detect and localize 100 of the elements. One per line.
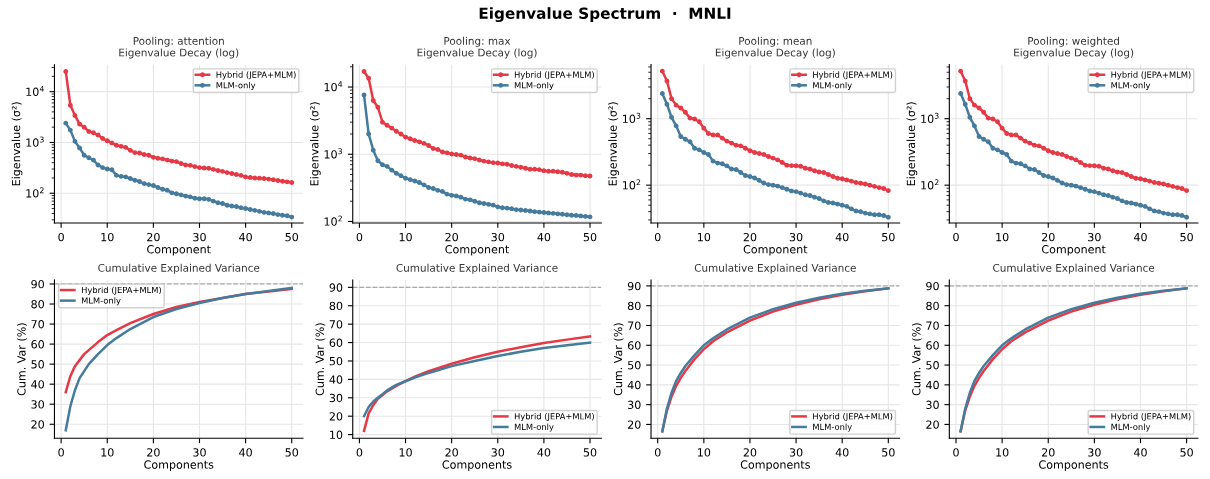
y-tick-label: 70	[329, 320, 343, 329]
point	[664, 78, 670, 84]
point	[412, 178, 418, 184]
point	[1142, 177, 1148, 183]
x-tick-label: 20	[147, 232, 160, 242]
point	[1184, 214, 1190, 220]
y-tick-label: 10$^{4}$	[324, 81, 343, 92]
point	[430, 186, 436, 191]
point	[1008, 158, 1014, 164]
point	[380, 119, 385, 125]
x-axis-title: Component	[445, 245, 510, 256]
x-tick-label: 10	[996, 232, 1009, 242]
legend-label: MLM-only	[1111, 423, 1151, 432]
point	[835, 175, 841, 181]
point	[669, 96, 674, 102]
point	[990, 145, 996, 151]
legend-label: MLM-only	[813, 423, 852, 432]
point	[1073, 183, 1079, 189]
legend-label: Hybrid (JEPA+MLM)	[514, 412, 594, 422]
point	[280, 212, 285, 218]
point	[1041, 173, 1047, 178]
y-axis-title: Cum. Var (%)	[911, 323, 922, 396]
point	[853, 208, 859, 214]
x-tick-label: 20	[445, 448, 458, 457]
x-tick-label: 30	[1088, 232, 1101, 242]
x-tick-label: 50	[1180, 448, 1193, 457]
point	[1142, 203, 1148, 209]
point	[578, 172, 584, 178]
point	[1008, 132, 1014, 138]
point	[807, 193, 813, 198]
point	[104, 138, 110, 144]
legend-label: Hybrid (JEPA+MLM)	[81, 286, 161, 295]
point	[220, 168, 225, 174]
point	[1124, 172, 1130, 177]
point	[127, 176, 133, 181]
point	[724, 163, 730, 169]
y-tick-label: 90	[926, 281, 939, 291]
point	[407, 177, 413, 183]
x-tick-label: 20	[147, 448, 160, 457]
point	[284, 179, 290, 185]
point	[440, 188, 445, 194]
point	[564, 170, 570, 176]
point	[1022, 138, 1028, 144]
x-tick-label: 40	[835, 232, 849, 242]
point	[761, 180, 767, 186]
point	[467, 197, 473, 203]
point	[178, 161, 184, 166]
point	[550, 168, 556, 174]
point	[463, 154, 468, 160]
point	[86, 155, 92, 161]
chart-title: Pooling: max	[444, 36, 511, 47]
text: Eigenvalue Spectrum · MNLI	[479, 7, 731, 23]
point	[389, 167, 395, 173]
point	[812, 168, 817, 174]
point	[63, 120, 69, 126]
x-tick-label: 0	[58, 232, 64, 242]
point	[257, 175, 262, 181]
x-tick-label: 40	[239, 448, 252, 457]
point	[266, 176, 272, 182]
point	[999, 150, 1005, 155]
chart-subtitle: Eigenvalue Decay (log)	[1014, 48, 1134, 59]
point	[1151, 179, 1157, 185]
point	[1091, 189, 1097, 195]
point	[453, 152, 459, 157]
point	[1179, 213, 1185, 218]
x-tick-label: 30	[193, 232, 206, 242]
point	[848, 178, 854, 184]
x-tick-label: 10	[101, 448, 114, 457]
point	[1055, 177, 1060, 183]
point	[141, 181, 147, 187]
point	[146, 152, 152, 158]
point	[999, 125, 1005, 131]
point	[733, 167, 739, 172]
point	[858, 209, 864, 215]
point	[724, 138, 730, 144]
point	[449, 192, 455, 198]
y-tick-label: 40	[926, 380, 939, 390]
point	[407, 136, 413, 142]
point	[669, 114, 674, 120]
point	[559, 169, 565, 175]
point	[472, 156, 478, 162]
point	[756, 177, 762, 183]
point	[867, 182, 873, 188]
x-tick-label: 10	[697, 448, 711, 457]
x-tick-label: 30	[193, 448, 206, 457]
point	[1174, 185, 1180, 191]
point	[421, 182, 427, 188]
point	[95, 162, 101, 168]
point	[393, 128, 399, 134]
point	[1064, 154, 1070, 159]
y-tick-label: 40	[627, 380, 641, 390]
point	[426, 143, 432, 148]
point	[380, 162, 385, 168]
point	[825, 200, 831, 205]
point	[1027, 140, 1033, 146]
point	[1091, 163, 1097, 169]
point	[1101, 165, 1107, 171]
point	[1031, 142, 1037, 148]
x-tick-label: 0	[58, 448, 64, 457]
point	[444, 150, 450, 156]
